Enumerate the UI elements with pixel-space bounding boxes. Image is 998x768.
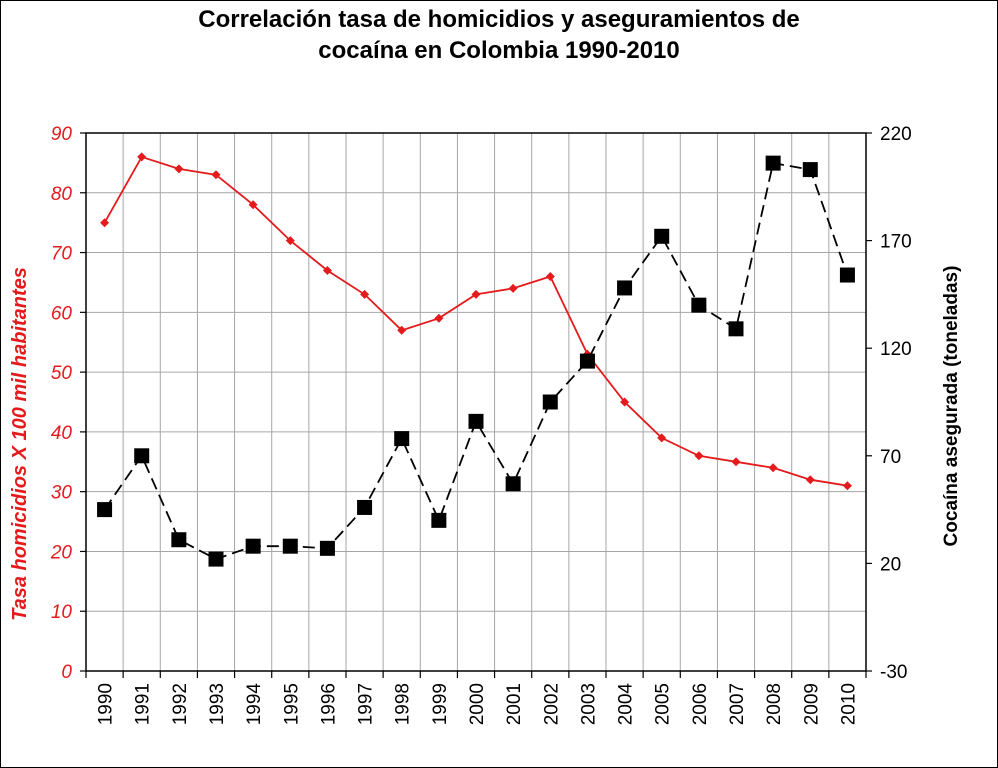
series-1-point	[431, 512, 447, 528]
series-1-point	[728, 321, 744, 337]
series-1-point	[468, 413, 484, 429]
series-0-point	[805, 475, 815, 485]
series-line-1	[103, 162, 849, 561]
x-tick-label: 2003	[578, 683, 599, 725]
x-tick-label: 2008	[764, 683, 785, 725]
x-tick-label: 2004	[616, 683, 637, 726]
left-y-axis-label: Tasa homicidios X 100 mil habitantes	[9, 267, 31, 621]
series-1-point	[617, 280, 633, 296]
series-0-point	[100, 218, 110, 228]
x-tick-label: 2005	[653, 683, 674, 725]
plot-area-border	[85, 132, 867, 672]
series-1-point	[171, 532, 187, 548]
series-0-point	[768, 463, 778, 473]
left-tick-label: 90	[51, 124, 73, 145]
series-1-point	[357, 499, 373, 515]
series-line-0	[103, 155, 848, 487]
x-tick-label: 2007	[727, 683, 748, 725]
series-1-point	[765, 155, 781, 171]
grid	[86, 132, 866, 671]
x-tick-label: 2010	[838, 683, 859, 725]
series-1-point	[579, 353, 595, 369]
x-tick-label: 1997	[356, 683, 377, 725]
series-1-point	[134, 448, 150, 464]
series-0-point	[508, 283, 518, 293]
x-tick-label: 1995	[281, 683, 302, 725]
series-1-point	[394, 431, 410, 447]
left-tick-label: 50	[51, 363, 73, 384]
left-tick-label: 40	[51, 423, 73, 444]
x-tick-label: 1996	[318, 683, 339, 725]
right-tick-label: 220	[880, 124, 912, 145]
series-0-point	[360, 289, 370, 299]
series-0-point	[545, 272, 555, 281]
right-tick-label: 70	[880, 447, 901, 468]
x-tick-label: 2009	[801, 683, 822, 725]
series-0-point	[657, 433, 667, 443]
series-0-point	[620, 397, 630, 407]
series-0-point	[174, 164, 184, 174]
right-y-axis-ticks: -30 20 70 120 170 220	[880, 124, 912, 683]
x-tick-label: 2001	[504, 683, 525, 725]
series-0-point	[137, 152, 147, 162]
x-tick-label: 1993	[207, 683, 228, 725]
right-tick-label: -30	[880, 662, 907, 683]
right-tick-label: 170	[880, 232, 912, 253]
x-tick-label: 2006	[690, 683, 711, 725]
left-tick-label: 30	[51, 483, 73, 504]
series-1-point	[505, 476, 521, 492]
series-1-point	[282, 538, 298, 554]
x-axis-ticks: 1990 1991 1992 1993 1994 1995 1996 1997 1998 1999…	[96, 683, 860, 726]
series-1-point	[319, 540, 335, 556]
left-tick-label: 80	[51, 184, 73, 205]
x-tick-label: 1994	[244, 683, 265, 726]
x-tick-label: 1999	[430, 683, 451, 725]
chart-title: Correlación tasa de homicidios y asegura…	[198, 6, 800, 64]
left-tick-label: 70	[51, 244, 73, 265]
series-1-point	[542, 394, 558, 410]
series-0-point	[731, 457, 741, 467]
x-tick-label: 1992	[170, 683, 191, 725]
series-1-point	[802, 162, 818, 178]
series-0-point	[285, 236, 295, 246]
x-tick-label: 1990	[96, 683, 117, 725]
x-tick-label: 2000	[467, 683, 488, 725]
series-0-point	[842, 481, 852, 491]
axes	[80, 132, 872, 678]
left-tick-label: 10	[51, 602, 73, 623]
series-1-point	[691, 297, 707, 313]
series-0-point	[397, 325, 407, 335]
left-y-axis-ticks: 0 10 20 30 40 50 60 70 80 90	[50, 124, 73, 683]
series-0-point	[322, 266, 332, 275]
left-tick-label: 20	[50, 542, 73, 563]
series-1-point	[654, 228, 670, 244]
x-tick-label: 1998	[393, 683, 414, 725]
series-0-point	[248, 200, 258, 210]
x-tick-label: 1991	[133, 683, 154, 725]
series-0-point	[211, 170, 221, 180]
series-1-point	[97, 502, 113, 518]
series-layer	[97, 152, 855, 567]
series-1-point	[208, 551, 224, 567]
x-tick-label: 2002	[541, 683, 562, 725]
right-tick-label: 20	[880, 554, 901, 575]
series-1-point	[245, 538, 261, 554]
right-tick-label: 120	[880, 339, 912, 360]
series-0-point	[471, 289, 481, 299]
left-tick-label: 0	[61, 662, 72, 683]
series-1-point	[839, 267, 855, 283]
right-y-axis-label: Cocaína asegurada (toneladas)	[941, 266, 962, 547]
series-0-point	[694, 451, 704, 461]
left-tick-label: 60	[51, 303, 73, 324]
series-0-point	[434, 313, 444, 323]
